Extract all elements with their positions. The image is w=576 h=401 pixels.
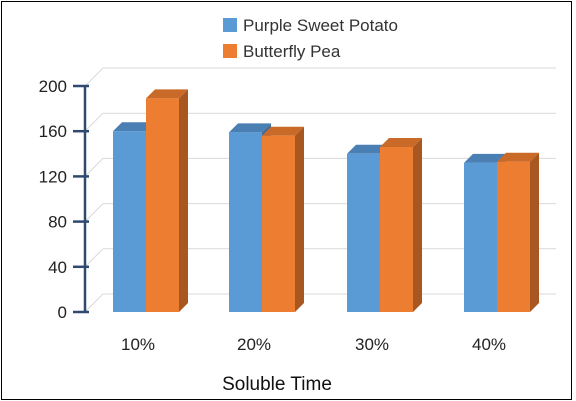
bar-top — [380, 138, 422, 148]
gridline-diagonal — [84, 67, 104, 87]
legend-swatch-purple-sweet-potato — [223, 18, 237, 32]
bar-side — [413, 138, 422, 312]
bar-front — [229, 132, 262, 312]
bar-top — [262, 126, 304, 136]
legend-label-butterfly-pea: Butterfly Pea — [243, 42, 341, 61]
gridline-diagonal — [84, 248, 104, 268]
legend: Purple Sweet Potato Butterfly Pea — [223, 16, 398, 61]
y-tick-label: 200 — [39, 77, 67, 96]
bar-front — [497, 161, 530, 312]
gridline-diagonal — [84, 112, 104, 132]
x-axis: 10% 20% 30% 40% — [121, 335, 506, 354]
bar-side — [179, 89, 188, 313]
y-tick-label: 160 — [39, 122, 67, 141]
bars — [113, 89, 539, 313]
bar-side — [530, 152, 539, 312]
bar-top — [464, 153, 506, 163]
legend-swatch-butterfly-pea — [223, 44, 237, 58]
y-tick-label: 40 — [48, 258, 67, 277]
y-tick-label: 120 — [39, 167, 67, 186]
bar-front — [347, 153, 380, 312]
bar-front — [146, 98, 179, 313]
y-tick-label: 80 — [48, 213, 67, 232]
bar — [380, 138, 422, 312]
x-tick-label: 40% — [472, 335, 506, 354]
y-tick-label: 0 — [58, 303, 67, 322]
bar-front — [464, 162, 497, 312]
bar-top — [146, 89, 188, 99]
bar-front — [113, 131, 146, 312]
bar-top — [113, 122, 155, 132]
gridline-diagonal — [84, 203, 104, 222]
gridline-diagonal — [84, 293, 104, 313]
x-axis-title: Soluble Time — [222, 374, 332, 395]
x-tick-label: 30% — [355, 335, 389, 354]
bar-front — [262, 135, 295, 312]
y-axis: 0 40 80 120 160 200 — [39, 77, 89, 322]
x-tick-label: 20% — [237, 335, 271, 354]
bar-front — [380, 147, 413, 312]
bar-top — [497, 152, 539, 162]
bar — [262, 126, 304, 312]
legend-label-purple-sweet-potato: Purple Sweet Potato — [243, 16, 398, 35]
bar — [497, 152, 539, 312]
bar-top — [347, 144, 389, 154]
gridline-diagonal — [84, 158, 104, 177]
bar — [146, 89, 188, 313]
x-tick-label: 10% — [121, 335, 155, 354]
bar-top — [229, 123, 271, 133]
bar-side — [295, 126, 304, 312]
